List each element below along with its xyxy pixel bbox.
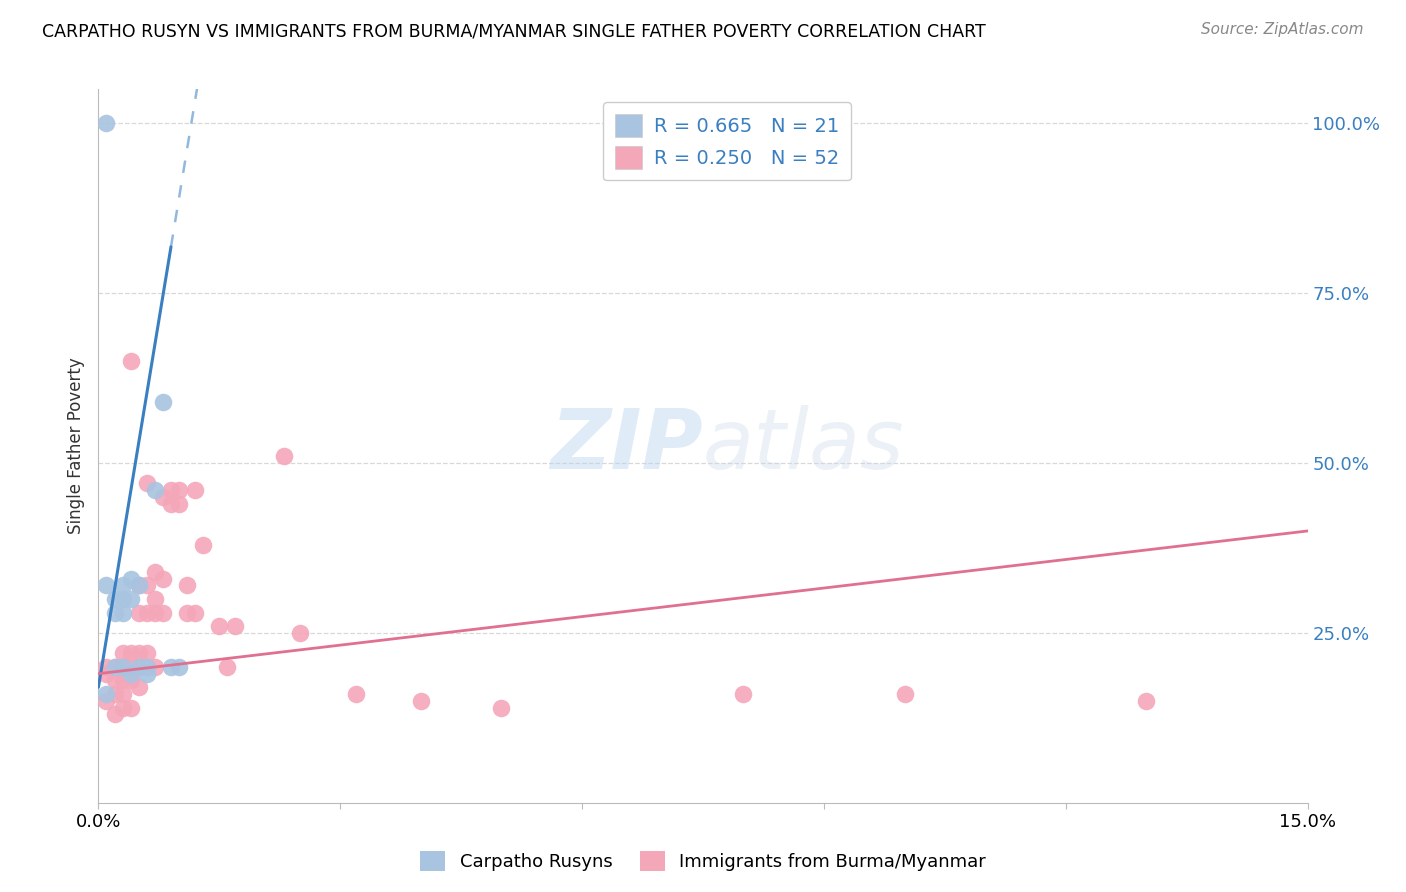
Point (96, 694, 118, 708)
Point (152, 394, 174, 409)
Point (128, 606, 150, 620)
Point (224, 619, 246, 633)
Point (96, 666, 118, 681)
Point (733, 687, 755, 701)
Point (167, 483, 190, 498)
Point (273, 449, 295, 463)
Point (409, 694, 432, 708)
Point (103, 606, 125, 620)
Point (111, 660, 134, 674)
Point (111, 646, 134, 660)
Y-axis label: Single Father Poverty: Single Father Poverty (66, 358, 84, 534)
Point (111, 606, 134, 620)
Point (160, 497, 183, 511)
Point (128, 578, 150, 592)
Point (120, 666, 142, 681)
Legend: Carpatho Rusyns, Immigrants from Burma/Myanmar: Carpatho Rusyns, Immigrants from Burma/M… (413, 844, 993, 879)
Point (491, 700, 513, 714)
Point (111, 700, 134, 714)
Point (135, 660, 157, 674)
Point (184, 606, 207, 620)
Point (111, 673, 134, 688)
Point (111, 591, 134, 606)
Point (111, 660, 134, 674)
Point (893, 687, 915, 701)
Point (160, 660, 183, 674)
Point (128, 646, 150, 660)
Point (120, 673, 142, 688)
Point (120, 572, 142, 586)
Text: atlas: atlas (703, 406, 904, 486)
Point (208, 619, 231, 633)
Point (103, 591, 125, 606)
Point (176, 606, 198, 620)
Point (111, 687, 134, 701)
Point (167, 497, 190, 511)
Point (135, 606, 157, 620)
Point (135, 646, 157, 660)
Point (103, 673, 125, 688)
Point (103, 707, 125, 722)
Point (288, 626, 311, 640)
Point (143, 606, 166, 620)
Point (1135, 694, 1157, 708)
Text: CARPATHO RUSYN VS IMMIGRANTS FROM BURMA/MYANMAR SINGLE FATHER POVERTY CORRELATIO: CARPATHO RUSYN VS IMMIGRANTS FROM BURMA/… (42, 22, 986, 40)
Point (135, 578, 157, 592)
Point (152, 490, 174, 504)
Point (344, 687, 367, 701)
Point (96, 116, 118, 130)
Point (160, 483, 183, 498)
Point (120, 646, 142, 660)
Point (120, 660, 142, 674)
Point (167, 660, 190, 674)
Point (152, 606, 174, 620)
Point (120, 700, 142, 714)
Point (128, 578, 150, 592)
Point (103, 660, 125, 674)
Point (120, 354, 142, 368)
Point (111, 578, 134, 592)
Point (96, 578, 118, 592)
Point (135, 666, 157, 681)
Point (120, 591, 142, 606)
Point (143, 660, 166, 674)
Point (152, 572, 174, 586)
Point (103, 687, 125, 701)
Text: Source: ZipAtlas.com: Source: ZipAtlas.com (1201, 22, 1364, 37)
Point (176, 578, 198, 592)
Point (128, 660, 150, 674)
Point (135, 476, 157, 491)
Text: ZIP: ZIP (550, 406, 703, 486)
Point (143, 591, 166, 606)
Point (128, 680, 150, 694)
Point (193, 537, 215, 551)
Legend: R = 0.665   N = 21, R = 0.250   N = 52: R = 0.665 N = 21, R = 0.250 N = 52 (603, 103, 851, 180)
Point (217, 660, 239, 674)
Point (143, 483, 166, 498)
Point (184, 483, 207, 498)
Point (96, 687, 118, 701)
Point (103, 660, 125, 674)
Point (96, 660, 118, 674)
Point (143, 565, 166, 579)
